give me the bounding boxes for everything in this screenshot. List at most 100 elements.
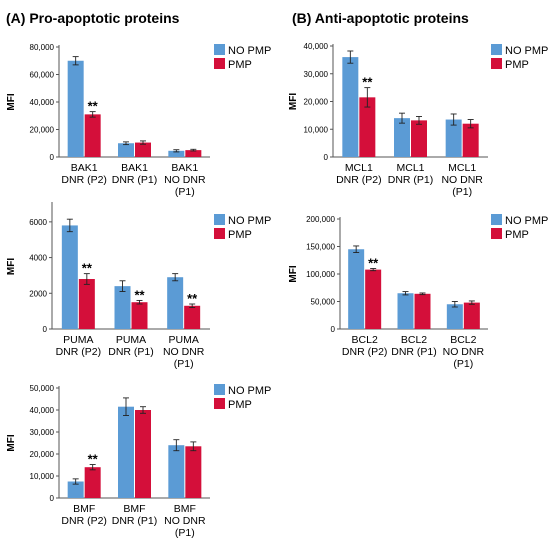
bcl2-category-label: BCL2 (352, 334, 378, 346)
bmf-y-axis-label: MFI (6, 434, 17, 451)
bmf-category-label: BMF (123, 503, 145, 515)
puma-y-tick-label: 2000 (29, 289, 47, 298)
mcl1-bar (342, 57, 359, 157)
bak1-bar (84, 114, 101, 157)
bak1-legend-label: NO PMP (228, 45, 271, 57)
bcl2-category-label: (P1) (453, 358, 473, 370)
bak1-bar (168, 150, 185, 157)
bcl2-bar (446, 304, 463, 329)
panel-title-b: (B) Anti-apoptotic proteins (292, 10, 469, 26)
bmf-significance-mark: ** (88, 452, 99, 467)
mcl1-y-tick-label: 40,000 (304, 42, 329, 51)
bak1-y-tick-label: 60,000 (30, 71, 55, 80)
bak1-category-label: DNR (P1) (112, 174, 158, 186)
mcl1-category-label: MCL1 (345, 162, 373, 174)
mcl1-bar (445, 119, 462, 157)
bcl2-y-axis-label: MFI (288, 265, 299, 282)
bmf-y-tick-label: 20,000 (30, 450, 55, 459)
mcl1-category-label: NO DNR (441, 174, 483, 186)
bak1-bar (135, 142, 151, 157)
puma-bar (78, 279, 95, 329)
bak1-category-label: BAK1 (71, 162, 98, 174)
bak1-y-axis-label: MFI (6, 93, 17, 110)
bmf-category-label: DNR (P2) (61, 515, 107, 527)
panel-title-a: (A) Pro-apoptotic proteins (6, 10, 180, 26)
puma-significance-mark: ** (134, 287, 145, 302)
bcl2-category-label: BCL2 (450, 334, 476, 346)
puma-legend-label: NO PMP (228, 215, 271, 227)
mcl1-category-label: DNR (P2) (336, 174, 382, 186)
bmf-y-tick-label: 0 (50, 494, 55, 503)
bcl2-category-label: DNR (P2) (342, 346, 388, 358)
mcl1-legend-swatch (491, 58, 502, 69)
bmf-category-label: BMF (73, 503, 95, 515)
bak1-category-label: BAK1 (121, 162, 148, 174)
bak1-category-label: BAK1 (171, 162, 198, 174)
mcl1-y-tick-label: 20,000 (304, 98, 329, 107)
bmf-y-tick-label: 40,000 (30, 406, 55, 415)
puma-significance-mark: ** (82, 261, 93, 276)
bak1-legend-swatch (214, 44, 225, 55)
bak1-bar (185, 150, 202, 157)
mcl1-y-tick-label: 0 (324, 153, 329, 162)
bak1-category-label: DNR (P2) (61, 174, 107, 186)
puma-category-label: PUMA (168, 334, 198, 346)
bcl2-y-tick-label: 200,000 (306, 215, 335, 224)
bmf-y-tick-label: 50,000 (30, 384, 55, 393)
mcl1-legend-label: PMP (505, 59, 529, 71)
puma-category-label: (P1) (174, 358, 194, 370)
puma-bar (131, 302, 148, 329)
bcl2-bar (414, 293, 431, 329)
puma-category-label: PUMA (116, 334, 146, 346)
puma-bar (184, 305, 201, 329)
puma-y-tick-label: 4000 (29, 254, 47, 263)
bmf-legend-label: NO PMP (228, 385, 271, 397)
bak1-y-tick-label: 20,000 (30, 126, 55, 135)
puma-y-axis-label: MFI (6, 258, 17, 275)
bak1-legend-swatch (214, 58, 225, 69)
bmf-legend-swatch (214, 398, 225, 409)
bak1-y-tick-label: 0 (50, 153, 55, 162)
bcl2-y-tick-label: 100,000 (306, 270, 335, 279)
bcl2-bar (397, 293, 414, 329)
bmf-legend-swatch (214, 384, 225, 395)
mcl1-category-label: MCL1 (396, 162, 424, 174)
bcl2-category-label: BCL2 (401, 334, 427, 346)
bcl2-legend-swatch (491, 228, 502, 239)
mcl1-legend-swatch (491, 44, 502, 55)
bmf-y-tick-label: 10,000 (30, 472, 55, 481)
puma-bar (167, 277, 184, 329)
puma-bar (61, 225, 78, 329)
bak1-legend-label: PMP (228, 59, 252, 71)
bak1-y-tick-label: 40,000 (30, 98, 55, 107)
bak1-significance-mark: ** (88, 99, 99, 114)
bmf-bar (185, 446, 202, 498)
bak1-bar (67, 60, 84, 157)
bmf-bar (67, 481, 84, 498)
mcl1-bar (411, 120, 427, 157)
bcl2-significance-mark: ** (368, 256, 379, 271)
bcl2-y-tick-label: 150,000 (306, 243, 335, 252)
bmf-bar (118, 406, 134, 498)
bak1-y-tick-label: 80,000 (30, 43, 55, 52)
puma-category-label: DNR (P2) (56, 346, 102, 358)
puma-y-tick-label: 0 (43, 325, 48, 334)
bmf-category-label: BMF (174, 503, 196, 515)
bcl2-y-tick-label: 50,000 (311, 298, 336, 307)
puma-category-label: DNR (P1) (108, 346, 154, 358)
puma-category-label: NO DNR (163, 346, 205, 358)
mcl1-significance-mark: ** (362, 75, 373, 90)
bcl2-bar (365, 269, 382, 329)
bcl2-y-tick-label: 0 (331, 325, 336, 334)
bmf-bar (168, 445, 185, 498)
bmf-category-label: DNR (P1) (112, 515, 158, 527)
mcl1-y-tick-label: 10,000 (304, 125, 329, 134)
mcl1-bar (359, 97, 376, 157)
bmf-category-label: NO DNR (164, 515, 206, 527)
bcl2-legend-label: PMP (505, 229, 529, 241)
puma-significance-mark: ** (187, 291, 198, 306)
bak1-bar (118, 143, 134, 157)
mcl1-y-tick-label: 30,000 (304, 70, 329, 79)
puma-legend-label: PMP (228, 229, 252, 241)
bcl2-legend-swatch (491, 214, 502, 225)
